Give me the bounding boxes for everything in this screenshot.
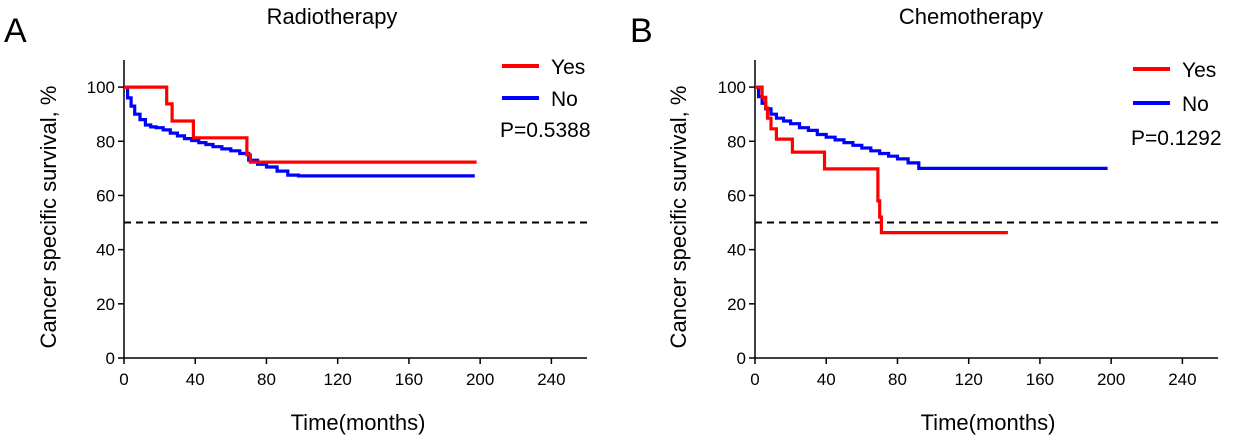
y-tick-label: 20 xyxy=(727,295,746,314)
legend-label-yes: Yes xyxy=(551,56,585,79)
series-line-no xyxy=(124,85,475,178)
x-axis-label: Time(months) xyxy=(921,410,1056,435)
y-axis-label: Cancer specific survival, % xyxy=(666,86,691,349)
x-tick-label: 120 xyxy=(955,370,983,389)
y-tick-label: 100 xyxy=(87,78,115,97)
x-tick-label: 240 xyxy=(1168,370,1196,389)
legend-label-no: No xyxy=(551,88,578,111)
chart-title: Chemotherapy xyxy=(899,4,1043,29)
legend-label-no: No xyxy=(1182,93,1209,116)
x-tick-label: 0 xyxy=(750,370,759,389)
y-axis-label: Cancer specific survival, % xyxy=(36,86,61,349)
series-line-yes xyxy=(124,85,477,164)
y-tick-label: 80 xyxy=(727,132,746,151)
y-tick-label: 40 xyxy=(96,241,115,260)
series-line-no xyxy=(755,85,1108,170)
y-tick-label: 0 xyxy=(106,349,115,368)
panel-label: A xyxy=(4,12,27,50)
x-tick-label: 40 xyxy=(817,370,836,389)
series-line-yes xyxy=(755,85,1008,235)
y-tick-label: 40 xyxy=(727,241,746,260)
x-tick-label: 240 xyxy=(537,370,565,389)
y-tick-label: 100 xyxy=(718,78,746,97)
x-tick-label: 160 xyxy=(395,370,423,389)
chart-panel-a: A Radiotherapy 0 20 40 60 80 100 0 40 80 120 160 200 2… xyxy=(4,4,591,435)
x-tick-label: 0 xyxy=(119,370,128,389)
x-tick-label: 160 xyxy=(1026,370,1054,389)
chart-title: Radiotherapy xyxy=(267,4,398,29)
legend-label-yes: Yes xyxy=(1182,59,1216,82)
x-axis-label: Time(months) xyxy=(291,410,426,435)
y-tick-label: 60 xyxy=(727,186,746,205)
x-tick-label: 80 xyxy=(888,370,907,389)
p-value-annotation: P=0.1292 xyxy=(1131,127,1222,150)
x-tick-label: 200 xyxy=(466,370,494,389)
x-tick-label: 120 xyxy=(324,370,352,389)
y-tick-label: 80 xyxy=(96,132,115,151)
y-tick-label: 0 xyxy=(737,349,746,368)
y-tick-label: 60 xyxy=(96,186,115,205)
chart-panel-b: B Chemotherapy 0 20 40 60 80 100 0 40 80 120 160 200 2… xyxy=(630,4,1222,435)
y-tick-label: 20 xyxy=(96,295,115,314)
x-tick-label: 80 xyxy=(257,370,276,389)
panel-label: B xyxy=(630,12,653,50)
x-tick-label: 200 xyxy=(1097,370,1125,389)
p-value-annotation: P=0.5388 xyxy=(500,119,591,142)
x-tick-label: 40 xyxy=(186,370,205,389)
